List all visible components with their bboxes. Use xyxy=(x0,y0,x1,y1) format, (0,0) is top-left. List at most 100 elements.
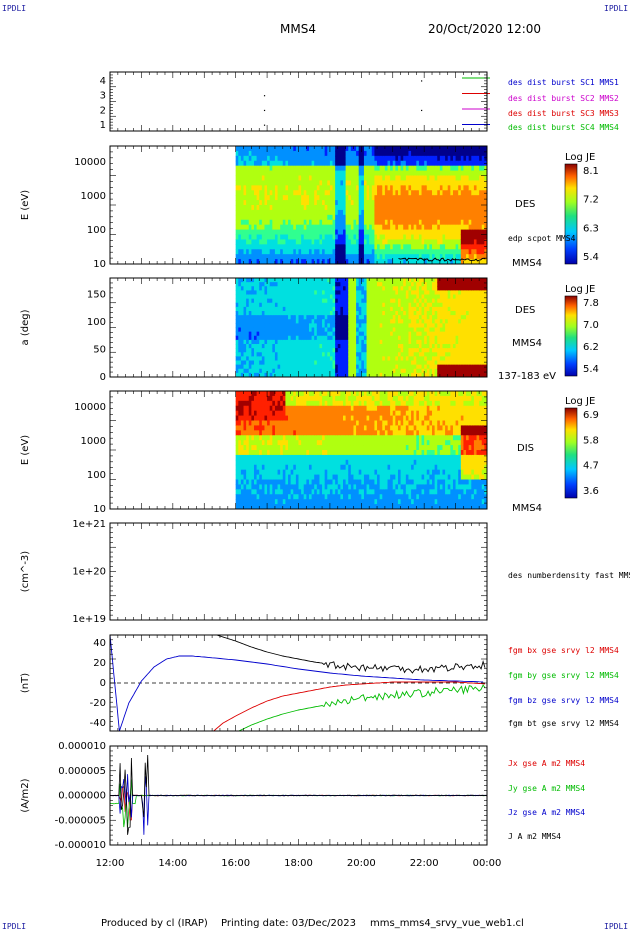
legend-jy: Jy gse A m2 MMS4 xyxy=(508,784,586,793)
x-tick-label-2: 16:00 xyxy=(221,858,250,869)
panel-frame-burst xyxy=(109,71,488,132)
burst-point-0 xyxy=(263,124,266,126)
panel-frame-density xyxy=(109,522,488,621)
legend-fgm-bx: fgm bx gse srvy l2 MMS4 xyxy=(508,646,619,655)
dis-energy-sc-label: MMS4 xyxy=(512,503,542,514)
x-tick-label-4: 20:00 xyxy=(347,858,376,869)
burst-point-1 xyxy=(263,109,266,112)
y-tick-fgm-3: -20 xyxy=(90,698,106,709)
colorbar-des-pitch-tick-2: 6.2 xyxy=(583,342,599,353)
colorbar-des-energy-tick-2: 6.3 xyxy=(583,223,599,234)
pitch-energy-range: 137-183 eV xyxy=(498,371,556,382)
current-series-3 xyxy=(110,754,487,835)
y-tick-pitch-3: 150 xyxy=(87,290,106,301)
y-tick-current-3: -0.000005 xyxy=(55,815,106,826)
scpot-label: edp scpot MMS4 xyxy=(508,234,576,243)
footer-produced-by: Produced by cl (IRAP) xyxy=(101,918,208,929)
y-axis-title-pitch: a (deg) xyxy=(20,309,31,345)
colorbar-des-pitch-title: Log JE xyxy=(565,284,595,295)
y-axis-title-current: (A/m2) xyxy=(20,778,31,812)
x-tick-label-0: 12:00 xyxy=(96,858,125,869)
x-tick-label-6: 00:00 xyxy=(473,858,502,869)
colorbar-dis-energy xyxy=(564,407,578,499)
y-tick-burst-1: 2 xyxy=(100,105,106,116)
des-energy-label: DES xyxy=(515,199,536,210)
burst-point-2 xyxy=(263,95,266,97)
colorbar-dis-energy-tick-2: 4.7 xyxy=(583,461,599,472)
y-tick-fgm-4: -40 xyxy=(90,718,106,729)
y-tick-current-2: 0.000000 xyxy=(58,791,106,802)
legend-burst-sc1: des dist burst SC1 MMS1 xyxy=(508,78,619,87)
x-tick-label-5: 22:00 xyxy=(410,858,439,869)
datetime-title: 20/Oct/2020 12:00 xyxy=(428,22,542,36)
legend-j: J A m2 MMS4 xyxy=(508,832,561,841)
y-axis-title-des: E (eV) xyxy=(20,190,31,220)
dis-energy-spectrogram xyxy=(235,391,487,509)
y-axis-title-density: (cm^-3) xyxy=(20,551,31,592)
des-energy-sc-label: MMS4 xyxy=(512,258,542,269)
colorbar-des-energy-tick-1: 7.2 xyxy=(583,195,599,206)
legend-burst-sc2: des dist burst SC2 MMS2 xyxy=(508,94,619,103)
corner-label-top-right: IPDLI xyxy=(604,4,629,13)
scpot-trace xyxy=(398,257,486,262)
y-tick-density-1: 1e+20 xyxy=(72,567,106,578)
current-series-0 xyxy=(109,785,488,821)
footer-printing-date: Printing date: 03/Dec/2023 xyxy=(221,918,357,929)
y-tick-current-4: -0.000010 xyxy=(55,840,106,851)
current-series-1 xyxy=(109,779,487,828)
des-pitch-label: DES xyxy=(515,305,536,316)
colorbar-des-pitch xyxy=(564,295,578,377)
corner-label-bottom-left: IPDLI xyxy=(2,922,27,931)
y-tick-des-2: 1000 xyxy=(81,191,106,202)
y-tick-density-2: 1e+19 xyxy=(72,614,106,625)
y-tick-pitch-1: 50 xyxy=(93,345,106,356)
legend-burst-sc4: des dist burst SC4 MMS4 xyxy=(508,123,619,132)
colorbar-dis-energy-title: Log JE xyxy=(565,396,595,407)
dis-energy-label: DIS xyxy=(517,443,534,454)
burst-point-3 xyxy=(421,109,423,112)
colorbar-des-pitch-tick-3: 5.4 xyxy=(583,364,599,375)
legend-fgm-by: fgm by gse srvy l2 MMS4 xyxy=(508,671,619,680)
legend-density: des numberdensity fast MMS4 xyxy=(508,571,630,580)
colorbar-dis-energy-tick-0: 6.9 xyxy=(583,410,599,421)
burst-point-4 xyxy=(421,80,423,82)
fgm-series-2 xyxy=(109,634,484,732)
y-tick-current-0: 0.000010 xyxy=(58,741,106,752)
footer-config: mms_mms4_srvy_vue_web1.cl xyxy=(370,918,524,929)
legend-jz: Jz gse A m2 MMS4 xyxy=(508,808,586,817)
y-tick-fgm-1: 20 xyxy=(93,658,106,669)
y-tick-burst-3: 4 xyxy=(100,76,106,87)
legend-fgm-bz: fgm bz gse srvy l2 MMS4 xyxy=(508,696,619,705)
des-pitch-sc-label: MMS4 xyxy=(512,338,542,349)
x-tick-label-1: 14:00 xyxy=(158,858,187,869)
x-tick-label-3: 18:00 xyxy=(284,858,313,869)
spacecraft-title: MMS4 xyxy=(280,22,316,36)
colorbar-des-energy-tick-3: 5.4 xyxy=(583,252,599,263)
y-tick-fgm-0: 40 xyxy=(93,638,106,649)
y-tick-dis-1: 100 xyxy=(87,470,106,481)
y-tick-des-0: 10 xyxy=(93,259,106,270)
colorbar-des-pitch-tick-0: 7.8 xyxy=(583,298,599,309)
y-tick-burst-0: 1 xyxy=(100,120,106,131)
fgm-series-3 xyxy=(216,634,486,674)
legend-fgm-bt: fgm bt gse srvy l2 MMS4 xyxy=(508,719,619,728)
y-tick-dis-0: 10 xyxy=(93,504,106,515)
corner-label-top-left: IPDLI xyxy=(2,4,27,13)
y-tick-density-0: 1e+21 xyxy=(72,519,106,530)
y-tick-des-1: 100 xyxy=(87,225,106,236)
y-tick-dis-3: 10000 xyxy=(74,402,106,413)
colorbar-des-energy-tick-0: 8.1 xyxy=(583,166,599,177)
y-axis-title-dis: E (eV) xyxy=(20,435,31,465)
legend-burst-sc3: des dist burst SC3 MMS3 xyxy=(508,109,619,118)
y-tick-dis-2: 1000 xyxy=(81,436,106,447)
des-energy-spectrogram xyxy=(235,146,487,264)
corner-label-bottom-right: IPDLI xyxy=(604,922,629,931)
y-tick-burst-2: 3 xyxy=(100,91,106,102)
y-tick-des-3: 10000 xyxy=(74,157,106,168)
colorbar-des-pitch-tick-1: 7.0 xyxy=(583,320,599,331)
colorbar-dis-energy-tick-1: 5.8 xyxy=(583,435,599,446)
y-tick-fgm-2: 0 xyxy=(100,678,106,689)
y-tick-pitch-0: 0 xyxy=(100,372,106,383)
y-axis-title-fgm: (nT) xyxy=(20,673,31,693)
